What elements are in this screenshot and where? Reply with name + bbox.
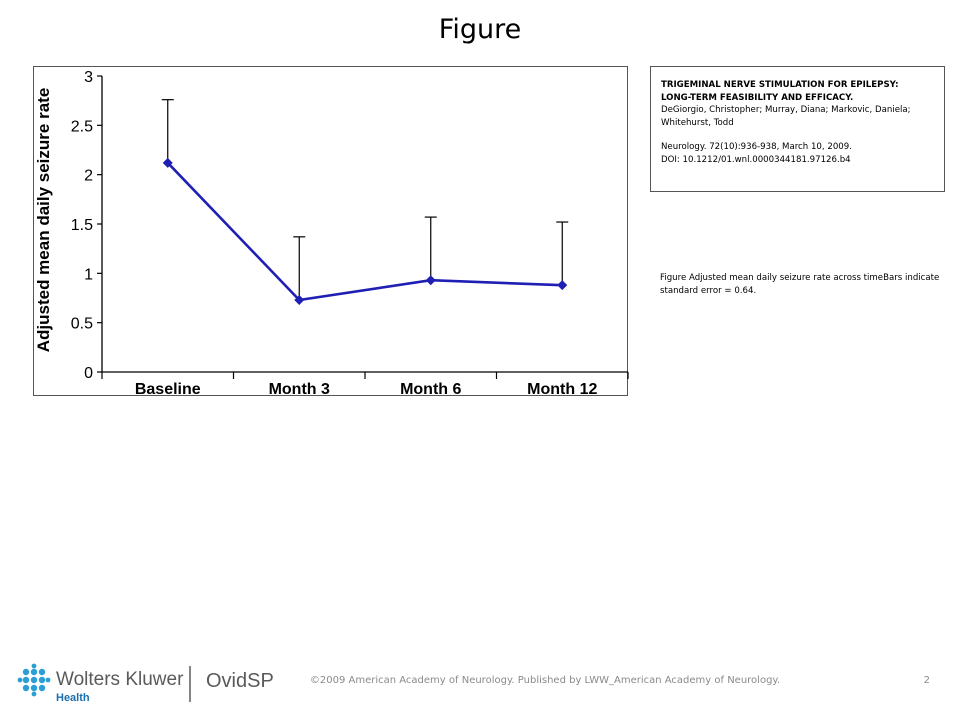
y-tick-label: 0	[84, 365, 93, 382]
chart-frame: 0 0.5 1 1.5 2 2.5 3 Baseline Month 3 Month 6 Month…	[33, 66, 629, 397]
y-tick-label: 0.5	[71, 316, 93, 333]
slide-title: Figure	[438, 14, 522, 45]
logo-product-text: OvidSP	[206, 670, 274, 692]
y-axis-label: Adjusted mean daily seizure rate	[34, 88, 53, 353]
copyright-notice: ©2009 American Academy of Neurology. Pub…	[309, 675, 781, 686]
line-chart: 0 0.5 1 1.5 2 2.5 3 Baseline Month 3 Month 6 Month…	[34, 69, 629, 397]
x-tick-label: Month 12	[527, 381, 597, 397]
y-tick-label: 3	[84, 69, 93, 86]
data-point	[425, 275, 436, 286]
series-line	[166, 161, 563, 302]
citation-title-line-2: LONG-TERM FEASIBILITY AND EFFICACY.	[661, 92, 854, 103]
page-number: 2	[923, 675, 930, 686]
data-point	[557, 280, 568, 291]
citation-title: TRIGEMINAL NERVE STIMULATION FOR EPILEPS…	[661, 79, 934, 104]
logo-sub-text: Health	[56, 692, 90, 704]
data-point	[162, 157, 173, 168]
y-tick-label: 1	[84, 266, 93, 283]
citation-title-line-1: TRIGEMINAL NERVE STIMULATION FOR EPILEPS…	[661, 80, 899, 90]
citation-box: TRIGEMINAL NERVE STIMULATION FOR EPILEPS…	[650, 66, 945, 192]
figure-caption: Figure Adjusted mean daily seizure rate …	[660, 273, 940, 296]
logo-brand-text: Wolters Kluwer	[56, 669, 184, 690]
citation-authors: DeGiorgio, Christopher; Murray, Diana; M…	[661, 105, 911, 128]
x-tick-label: Month 3	[269, 381, 330, 397]
citation-journal: Neurology. 72(10):936-938, March 10, 200…	[661, 142, 852, 152]
x-tick-label: Month 6	[400, 381, 461, 397]
y-tick-label: 2.5	[71, 118, 93, 135]
wolters-kluwer-ovidsp-logo: Wolters Kluwer Health OvidSP	[17, 663, 274, 704]
citation-doi: DOI: 10.1212/01.wnl.0000344181.97126.b4	[661, 154, 851, 165]
x-tick-label: Baseline	[135, 381, 201, 397]
wolters-kluwer-mark-icon	[17, 663, 51, 697]
y-tick-label: 1.5	[71, 217, 93, 234]
data-point	[294, 294, 305, 305]
y-tick-label: 2	[84, 168, 93, 185]
